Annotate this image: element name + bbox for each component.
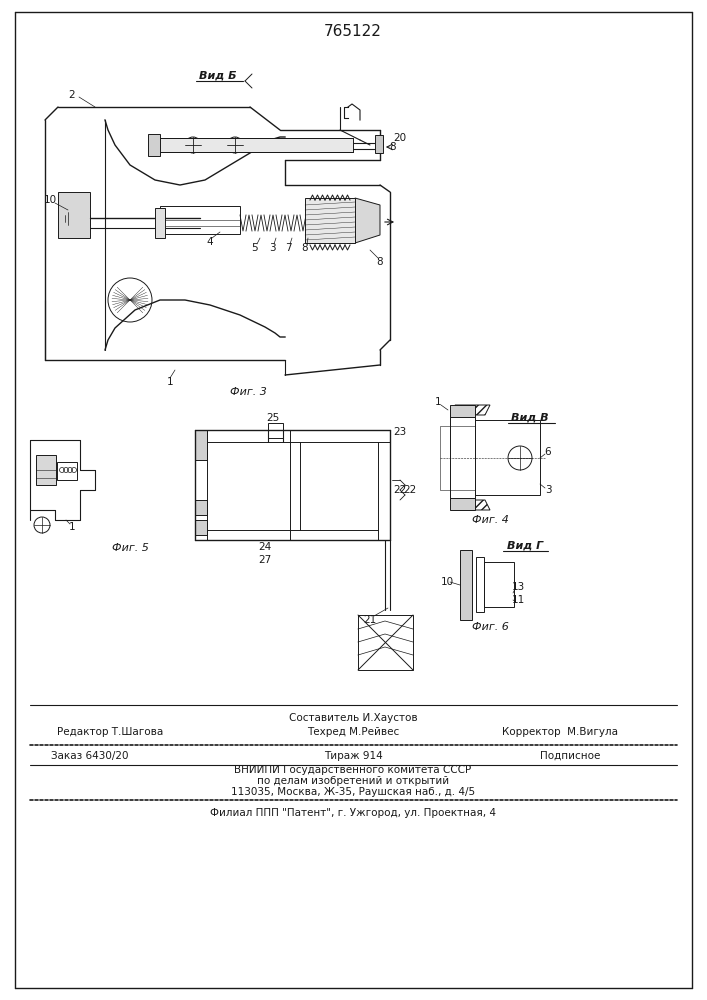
Bar: [450, 498, 475, 510]
Bar: [155, 208, 165, 238]
Text: 20: 20: [393, 133, 407, 143]
Bar: [358, 615, 413, 670]
Text: Фиг. 4: Фиг. 4: [472, 515, 508, 525]
Text: 1: 1: [69, 522, 76, 532]
Bar: [148, 134, 160, 156]
Bar: [158, 138, 353, 152]
Bar: [195, 500, 207, 515]
Bar: [58, 192, 90, 238]
Polygon shape: [455, 405, 490, 415]
Bar: [195, 520, 207, 535]
Text: Вид Г: Вид Г: [507, 540, 543, 550]
Text: по делам изобретений и открытий: по делам изобретений и открытий: [257, 776, 449, 786]
Bar: [36, 455, 56, 485]
Text: 5: 5: [252, 243, 258, 253]
Polygon shape: [455, 500, 490, 510]
Text: Техред М.Рейвес: Техред М.Рейвес: [307, 727, 399, 737]
Text: 113035, Москва, Ж-35, Раушская наб., д. 4/5: 113035, Москва, Ж-35, Раушская наб., д. …: [231, 787, 475, 797]
Text: Заказ 6430/20: Заказ 6430/20: [51, 751, 129, 761]
Polygon shape: [355, 198, 380, 243]
Text: Составитель И.Хаустов: Составитель И.Хаустов: [288, 713, 417, 723]
Text: 1: 1: [167, 377, 173, 387]
Text: 21: 21: [363, 615, 377, 625]
Text: 1: 1: [435, 397, 441, 407]
Text: Вид В: Вид В: [511, 412, 549, 422]
Bar: [484, 562, 514, 607]
Bar: [160, 206, 240, 234]
Text: 10: 10: [43, 195, 57, 205]
Text: 23: 23: [393, 427, 407, 437]
Text: 8: 8: [377, 257, 383, 267]
Text: 22: 22: [404, 485, 416, 495]
Text: Фиг. 5: Фиг. 5: [112, 543, 148, 553]
Bar: [450, 405, 475, 417]
Text: 13: 13: [511, 582, 525, 592]
Text: Подписное: Подписное: [540, 751, 600, 761]
Bar: [460, 550, 472, 620]
Text: Филиал ППП "Патент", г. Ужгород, ул. Проектная, 4: Филиал ППП "Патент", г. Ужгород, ул. Про…: [210, 808, 496, 818]
Bar: [375, 135, 383, 153]
Text: 25: 25: [267, 413, 280, 423]
Text: 765122: 765122: [324, 24, 382, 39]
Text: 2: 2: [69, 90, 76, 100]
Text: 8: 8: [390, 142, 397, 152]
Text: 22: 22: [393, 485, 407, 495]
Text: Тираж 914: Тираж 914: [324, 751, 382, 761]
Bar: [195, 430, 207, 460]
Bar: [268, 423, 283, 438]
Bar: [476, 557, 484, 612]
Text: 10: 10: [440, 577, 454, 587]
Text: ВНИИПИ Государственного комитета СССР: ВНИИПИ Государственного комитета СССР: [235, 765, 472, 775]
Bar: [450, 415, 475, 500]
Text: 4: 4: [206, 237, 214, 247]
Text: 6: 6: [544, 447, 551, 457]
Bar: [305, 198, 355, 243]
Bar: [440, 426, 475, 490]
Text: 3: 3: [269, 243, 275, 253]
Text: Фиг. 6: Фиг. 6: [472, 622, 508, 632]
Text: 7: 7: [285, 243, 291, 253]
Text: Корректор  М.Вигула: Корректор М.Вигула: [502, 727, 618, 737]
Text: 24: 24: [258, 542, 271, 552]
Text: 27: 27: [258, 555, 271, 565]
Bar: [450, 415, 475, 500]
Bar: [57, 462, 77, 480]
Text: Вид Б: Вид Б: [199, 70, 237, 80]
Text: Фиг. 3: Фиг. 3: [230, 387, 267, 397]
Text: 8: 8: [302, 243, 308, 253]
Text: 11: 11: [511, 595, 525, 605]
Text: Редактор Т.Шагова: Редактор Т.Шагова: [57, 727, 163, 737]
Bar: [475, 420, 540, 495]
Text: 3: 3: [544, 485, 551, 495]
